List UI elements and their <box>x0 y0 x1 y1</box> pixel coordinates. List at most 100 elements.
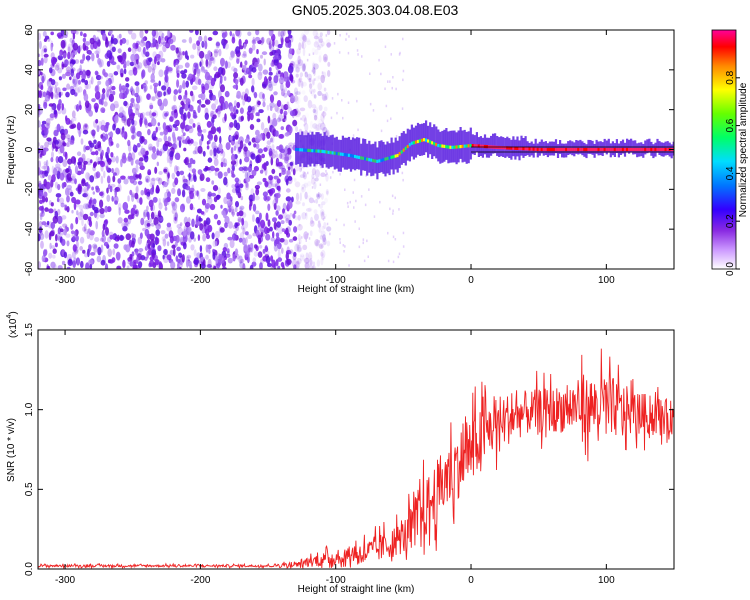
spectrogram-noise-cell <box>234 222 238 229</box>
spectrogram-noise-cell <box>83 228 90 235</box>
spectrogram-noise-cell <box>238 38 242 48</box>
spectrogram-ridge-core <box>512 146 515 150</box>
spectrogram-ridge-halo <box>376 147 379 180</box>
spectrogram-noise-cell <box>316 84 320 93</box>
spectrogram-noise-cell <box>252 203 257 212</box>
spectrogram-noise-cell <box>147 65 152 73</box>
spectrogram-noise-cell <box>238 146 242 153</box>
spectrogram-noise-cell <box>90 252 96 256</box>
spectrogram-ridge-core <box>465 144 468 148</box>
spectrogram-noise-cell <box>127 30 133 35</box>
spectrogram-ridge-core <box>315 149 318 153</box>
spectrogram-noise-cell <box>177 136 182 141</box>
spectrogram-noise-cell <box>128 105 133 115</box>
spectrogram-noise-cell <box>128 69 134 76</box>
spectrogram-noise-cell <box>110 141 114 146</box>
spectrogram-noise-cell <box>46 122 51 129</box>
spectrogram-noise-cell <box>275 182 280 190</box>
spectrogram-noise-cell <box>107 88 112 94</box>
spectrogram-noise-cell <box>188 118 194 125</box>
spectrogram-noise-cell <box>254 244 258 249</box>
spectrogram-ridge-core <box>536 147 539 151</box>
spectrogram-noise-cell <box>174 62 179 69</box>
spectrogram-noise-cell <box>323 115 325 119</box>
spectrogram-noise-cell <box>94 237 100 242</box>
spectrogram-noise-cell <box>53 167 57 176</box>
spectrogram-noise-cell <box>308 237 311 240</box>
spectrogram-noise-cell <box>72 78 77 88</box>
spectrogram-noise-cell <box>260 232 264 237</box>
spectrogram-noise-cell <box>306 195 312 200</box>
spectrogram-noise-cell <box>180 205 184 213</box>
colorbar-ticks: 0.00.20.40.60.8 <box>725 70 740 276</box>
spectrogram-noise-cell <box>263 58 266 66</box>
spectrogram-noise-cell <box>272 61 276 67</box>
spectrogram-ridge-halo <box>445 128 448 160</box>
spectrogram-noise-cell <box>64 204 67 209</box>
spectrogram-ridge-core <box>656 147 659 152</box>
spectrogram-noise-cell <box>106 146 110 155</box>
spectrogram-noise-cell <box>89 230 95 236</box>
spectrogram-noise-cell <box>327 61 331 67</box>
spectrogram-noise-cell <box>49 113 55 119</box>
spectrogram-noise-cell <box>230 205 234 214</box>
spectrogram-noise-cell <box>402 178 404 182</box>
spectrogram-noise-cell <box>211 180 215 185</box>
spectrogram-noise-cell <box>295 111 301 116</box>
spectrogram-noise-cell <box>277 161 283 167</box>
spectrogram-noise-cell <box>100 161 105 168</box>
snr-frame <box>37 329 675 570</box>
spectrogram-noise-cell <box>138 157 144 162</box>
spectrogram-noise-cell <box>66 266 71 269</box>
spectrogram-noise-cell <box>286 169 291 178</box>
spectrogram-noise-cell <box>310 120 313 130</box>
spectrogram-noise-cell <box>174 241 178 247</box>
spectrogram-noise-cell <box>95 185 99 190</box>
spectrogram-noise-cell <box>57 109 62 115</box>
spectrogram-noise-cell <box>61 103 64 111</box>
spectrogram-xtick-label: -200 <box>190 275 210 286</box>
spectrogram-noise-cell <box>399 51 401 55</box>
spectrogram-noise-cell <box>158 35 161 45</box>
spectrogram-noise-cell <box>146 178 149 183</box>
spectrogram-noise-cell <box>154 56 157 65</box>
spectrogram-noise-cell <box>49 242 52 250</box>
spectrogram-ridge-halo <box>459 127 462 159</box>
spectrogram-noise-cell <box>143 209 149 218</box>
spectrogram-noise-cell <box>235 46 241 54</box>
spectrogram-noise-cell <box>229 135 233 141</box>
spectrogram-noise-cell <box>209 149 213 156</box>
spectrogram-noise-cell <box>65 233 71 238</box>
spectrogram-noise-cell <box>48 181 54 188</box>
spectrogram-noise-cell <box>326 172 328 175</box>
spectrogram-noise-cell <box>257 253 263 258</box>
spectrogram-noise-cell <box>225 142 231 151</box>
spectrogram-noise-cell <box>277 257 283 262</box>
spectrogram-noise-cell <box>190 244 195 251</box>
snr-xtick-label: -200 <box>190 575 210 586</box>
spectrogram-noise-cell <box>69 37 74 44</box>
spectrogram-ridge-halo <box>585 144 588 159</box>
spectrogram-noise-cell <box>244 156 250 163</box>
spectrogram-ridge-core <box>392 155 395 159</box>
spectrogram-noise-cell <box>149 256 154 261</box>
spectrogram-ridge-halo <box>301 131 304 164</box>
spectrogram-noise-cell <box>74 165 79 175</box>
spectrogram-noise-cell <box>125 87 129 95</box>
spectrogram-noise-cell <box>61 238 66 246</box>
spectrogram-noise-cell <box>286 90 291 96</box>
spectrogram-noise-cell <box>126 265 130 269</box>
spectrogram-noise-cell <box>259 262 263 269</box>
spectrogram-noise-cell <box>235 201 239 208</box>
spectrogram-noise-cell <box>301 80 304 89</box>
spectrogram-noise-cell <box>181 203 186 210</box>
spectrogram-noise-cell <box>157 122 161 127</box>
spectrogram-noise-cell <box>319 38 323 43</box>
spectrogram-noise-cell <box>110 36 114 45</box>
spectrogram-noise-cell <box>222 102 226 111</box>
spectrogram-noise-cell <box>105 227 109 236</box>
spectrogram-noise-cell <box>279 148 285 154</box>
spectrogram-noise-cell <box>236 56 241 61</box>
